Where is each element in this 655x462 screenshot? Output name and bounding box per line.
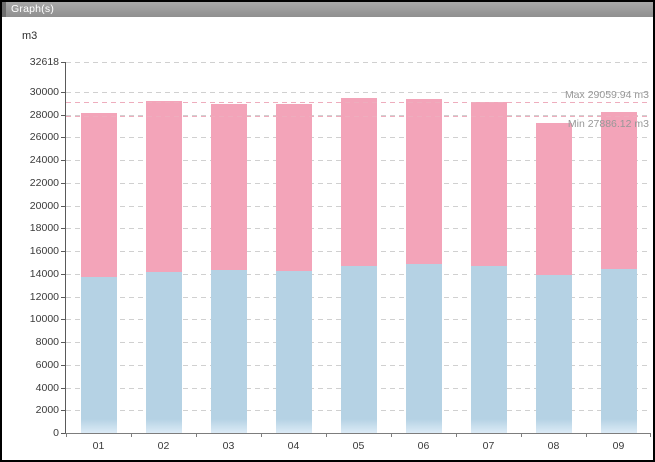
bar-segment-lower-blue xyxy=(275,270,312,433)
y-axis-tick-label: 22000 xyxy=(29,176,59,189)
x-axis-tick xyxy=(261,433,262,437)
y-axis-tick xyxy=(61,364,65,366)
plot-area: 0 2000 4000 6000 8000 10000 12000 14000 16000 180… xyxy=(30,56,651,452)
y-axis-tick-label: 32618 xyxy=(29,56,59,68)
annotation-max-line xyxy=(66,102,651,104)
bar-stack xyxy=(535,123,572,433)
y-axis-tick xyxy=(61,114,65,116)
x-axis-label: 08 xyxy=(547,440,560,452)
x-axis-label: 01 xyxy=(92,440,105,452)
y-axis-tick-label: 12000 xyxy=(29,290,59,303)
y-axis-tick xyxy=(61,433,65,434)
bar-segment-lower-blue xyxy=(145,272,182,433)
x-axis-tick xyxy=(391,433,392,437)
y-axis-tick-label: 0 xyxy=(53,427,59,439)
x-axis-tick xyxy=(521,433,522,437)
bar-segment-upper-pink xyxy=(600,112,637,269)
bar-segment-upper-pink xyxy=(340,98,377,266)
bar-stack xyxy=(340,98,377,433)
bar-segment-lower-blue xyxy=(600,268,637,433)
x-axis-tick xyxy=(66,433,67,437)
y-axis-tick-label: 4000 xyxy=(35,381,59,394)
y-axis-tick xyxy=(61,160,65,162)
y-axis-tick xyxy=(61,296,65,298)
bar-segment-lower-blue xyxy=(80,277,117,433)
y-axis-tick-label: 14000 xyxy=(29,267,59,280)
y-axis-tick-label: 20000 xyxy=(29,199,59,212)
x-axis-label: 05 xyxy=(352,440,365,452)
x-axis-label: 06 xyxy=(417,440,430,452)
bar-segment-lower-blue xyxy=(210,270,247,433)
x-axis-tick xyxy=(456,433,457,437)
y-axis-tick xyxy=(61,251,65,252)
y-axis-tick xyxy=(61,182,65,184)
x-axis-label: 03 xyxy=(222,440,235,452)
y-axis-tick xyxy=(61,62,65,63)
x-axis-tick xyxy=(650,433,651,437)
y-axis-tick xyxy=(61,91,65,93)
y-axis-tick xyxy=(61,273,65,275)
y-axis-tick-label: 26000 xyxy=(29,131,59,144)
bar-segment-lower-blue xyxy=(535,275,572,433)
y-axis-tick xyxy=(61,319,65,321)
y-axis-tick-label: 8000 xyxy=(35,336,59,348)
bar-segment-upper-pink xyxy=(145,101,182,273)
gridline xyxy=(66,62,651,63)
y-axis-tick xyxy=(61,410,65,412)
gridline xyxy=(66,91,651,93)
y-axis-tick-label: 6000 xyxy=(35,358,59,371)
bar-segment-upper-pink xyxy=(405,98,442,265)
y-axis-tick-label: 30000 xyxy=(29,85,59,98)
annotation-min-line xyxy=(66,115,651,117)
y-axis-tick-label: 16000 xyxy=(29,245,59,257)
bar-stack xyxy=(210,104,247,433)
y-axis-tick-label: 18000 xyxy=(29,222,59,235)
annotation-max-label: Max 29059.94 m3 xyxy=(564,89,649,102)
y-axis-tick xyxy=(61,137,65,139)
x-axis-tick xyxy=(131,433,132,437)
x-axis-label: 04 xyxy=(287,440,300,452)
bar-segment-upper-pink xyxy=(275,104,312,271)
bar-segment-lower-blue xyxy=(470,266,507,433)
bar-segment-lower-blue xyxy=(405,264,442,433)
bar-segment-upper-pink xyxy=(470,102,507,267)
bar-stack xyxy=(145,101,182,433)
bar-stack xyxy=(275,104,312,433)
bar-stack xyxy=(405,98,442,433)
bar-stack xyxy=(470,102,507,433)
x-axis-label: 07 xyxy=(482,440,495,452)
x-axis-tick xyxy=(586,433,587,437)
y-axis-tick-label: 10000 xyxy=(29,313,59,326)
y-axis-tick xyxy=(61,205,65,207)
bar-stack xyxy=(80,112,117,433)
y-axis-tick-label: 2000 xyxy=(35,404,59,417)
x-axis-tick xyxy=(196,433,197,437)
annotation-min-label: Min 27886.12 m3 xyxy=(567,117,649,130)
bar-segment-upper-pink xyxy=(535,123,572,276)
y-axis-unit-label: m3 xyxy=(22,30,38,42)
x-axis-label: 09 xyxy=(612,440,625,452)
y-axis-tick xyxy=(61,387,65,389)
bar-segment-upper-pink xyxy=(210,104,247,271)
bar-stack xyxy=(600,112,637,433)
bar-segment-upper-pink xyxy=(80,112,117,278)
window-title: Graph(s) xyxy=(11,3,55,15)
x-axis-label: 02 xyxy=(157,440,170,452)
window-titlebar: Graph(s) xyxy=(2,2,653,17)
x-axis-tick xyxy=(326,433,327,437)
y-axis-tick xyxy=(61,342,65,343)
y-axis-tick-label: 24000 xyxy=(29,154,59,167)
bar-segment-lower-blue xyxy=(340,265,377,433)
y-axis-tick xyxy=(61,228,65,230)
y-axis-tick-label: 28000 xyxy=(29,108,59,121)
